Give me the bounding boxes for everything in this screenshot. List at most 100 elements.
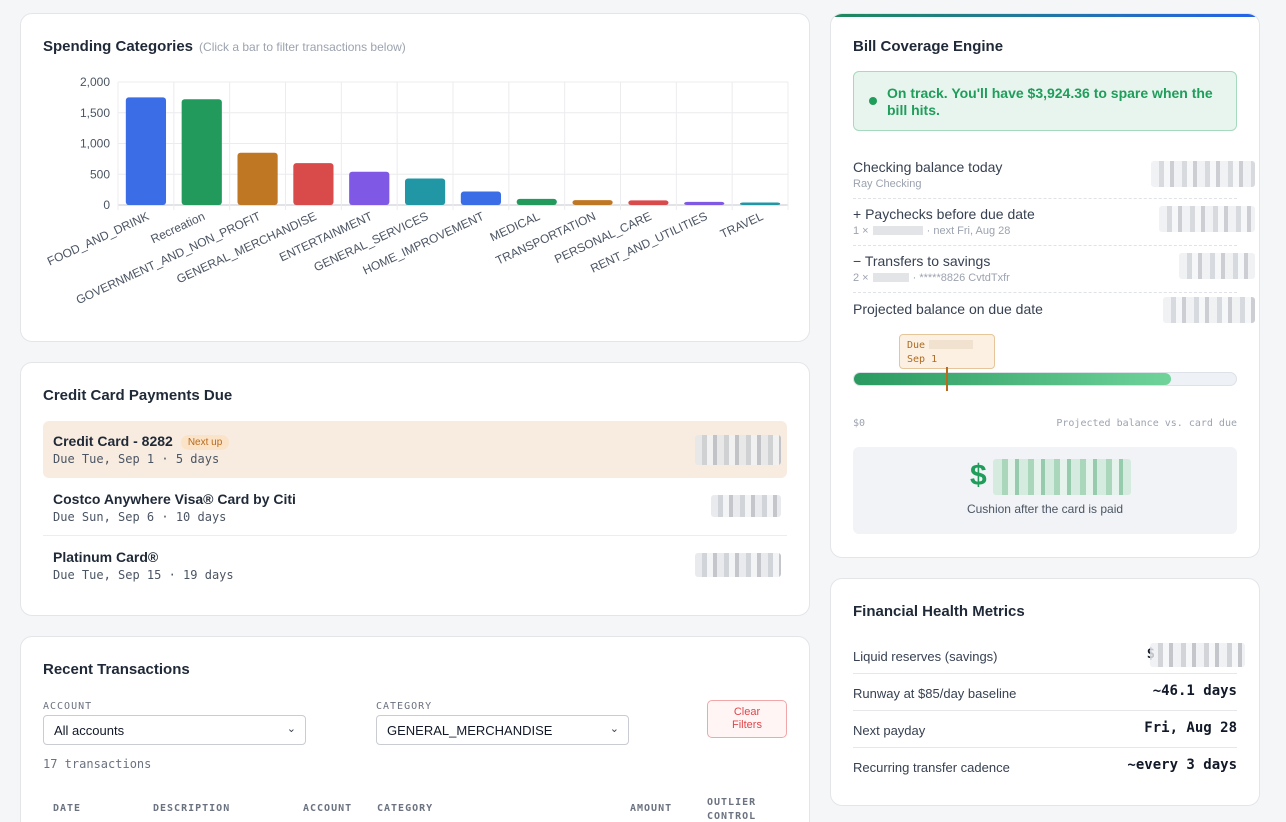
account-select-value: All accounts	[54, 723, 125, 738]
column-header-date[interactable]: DATE	[53, 803, 82, 814]
redacted-amount	[1151, 161, 1255, 187]
credit-card-payments-card: Credit Card Payments Due Credit Card - 8…	[20, 362, 810, 616]
bar-medical[interactable]	[516, 198, 557, 205]
transaction-count: 17 transactions	[43, 757, 152, 771]
credit-card-due: Due Sun, Sep 6 · 10 days	[53, 510, 227, 524]
bar-personal_care[interactable]	[628, 200, 669, 205]
credit-card-due: Due Tue, Sep 1 · 5 days	[53, 452, 220, 466]
category-select-value: GENERAL_MERCHANDISE	[387, 723, 553, 738]
credit-card-name: Credit Card - 8282 Next up	[53, 433, 230, 450]
projected-balance-label: Projected balance on due date	[853, 301, 1043, 317]
transfer-count: 2 ×	[853, 272, 869, 284]
credit-card-row-8282[interactable]: Credit Card - 8282 Next up Due Tue, Sep 1…	[43, 421, 787, 478]
account-filter-label: ACCOUNT	[43, 701, 93, 712]
outlier-line1: OUTLIER	[707, 797, 757, 808]
financial-health-title: Financial Health Metrics	[853, 603, 1025, 620]
bar-transportation[interactable]	[572, 200, 613, 205]
credit-card-row-platinum[interactable]: Platinum Card® Due Tue, Sep 15 · 19 days	[43, 537, 787, 594]
bar-axis-caption: Projected balance vs. card due	[1056, 418, 1237, 429]
metric-label: Next payday	[853, 723, 926, 738]
credit-card-title: Credit Card Payments Due	[43, 387, 233, 404]
bar-axis-min: $0	[853, 418, 866, 429]
transactions-title: Recent Transactions	[43, 661, 190, 678]
redacted-amount	[1150, 643, 1245, 667]
bar-general_merchandise[interactable]	[293, 163, 334, 205]
financial-health-card: Financial Health Metrics Liquid reserves…	[830, 578, 1260, 806]
clear-filters-line2: Filters	[732, 719, 762, 731]
bill-coverage-title: Bill Coverage Engine	[853, 38, 1004, 55]
y-tick-label: 1,000	[80, 137, 110, 151]
bar-recreation[interactable]	[181, 99, 222, 205]
metric-row-transfer-cadence: Recurring transfer cadence ~every 3 days	[853, 748, 1237, 785]
next-paycheck: · next Fri, Aug 28	[926, 225, 1011, 237]
checking-balance-label: Checking balance today	[853, 159, 1003, 175]
redacted-amount	[872, 273, 909, 282]
bar-entertainment[interactable]	[349, 171, 390, 205]
category-filter-label: CATEGORY	[376, 701, 433, 712]
outlier-line2: CONTROL	[707, 811, 757, 822]
due-tip-line2: Sep 1	[907, 354, 938, 365]
spending-bar-chart[interactable]: 05001,0001,5002,000FOOD_AND_DRINKRecreat…	[21, 14, 811, 343]
redacted-amount	[872, 226, 923, 235]
column-header-outlier[interactable]: OUTLIER CONTROL	[707, 796, 756, 822]
chevron-down-icon: ⌄	[609, 723, 619, 735]
projected-balance-row: Projected balance on due date	[853, 297, 1255, 331]
redacted-amount	[711, 495, 781, 517]
redacted-amount	[1159, 206, 1255, 232]
recent-transactions-card: Recent Transactions ACCOUNT All accounts…	[20, 636, 810, 822]
redacted-amount	[1163, 297, 1255, 323]
clear-filters-button[interactable]: Clear Filters	[707, 700, 787, 738]
column-header-category[interactable]: CATEGORY	[377, 803, 434, 814]
metric-row-next-payday: Next payday Fri, Aug 28	[853, 711, 1237, 748]
spending-hint: (Click a bar to filter transactions belo…	[199, 40, 406, 54]
due-tip-label: Due	[907, 340, 926, 351]
next-up-badge: Next up	[180, 435, 230, 450]
bar-general_services[interactable]	[404, 178, 446, 205]
bar-travel[interactable]	[739, 202, 781, 205]
clear-filters-line1: Clear	[733, 706, 761, 718]
x-tick-label: FOOD_AND_DRINK	[45, 209, 151, 268]
bill-coverage-card: Bill Coverage Engine On track. You'll ha…	[830, 13, 1260, 558]
bar-rent_and_utilities[interactable]	[684, 201, 725, 205]
credit-card-name: Platinum Card®	[53, 549, 159, 565]
redacted-amount	[1179, 253, 1255, 279]
credit-card-row-costco[interactable]: Costco Anywhere Visa® Card by Citi Due S…	[43, 479, 787, 536]
metric-row-liquid-reserves: Liquid reserves (savings) $	[853, 637, 1245, 674]
bar-food_and_drink[interactable]	[125, 97, 167, 205]
checking-account-name: Ray Checking	[853, 178, 922, 190]
accent-bar	[831, 14, 1259, 17]
credit-card-name: Costco Anywhere Visa® Card by Citi	[53, 491, 296, 507]
due-tip-line1: Due	[907, 339, 987, 353]
metric-row-runway: Runway at $85/day baseline ~46.1 days	[853, 674, 1237, 711]
bar-government_and_non_profit[interactable]	[237, 152, 278, 205]
transfers-row: − Transfers to savings 2 × · *****8826 Cv…	[853, 253, 1255, 293]
spending-categories-card: Spending Categories (Click a bar to filte…	[20, 13, 810, 342]
projected-balance-fill	[854, 373, 1172, 385]
cushion-panel: $ Cushion after the card is paid	[853, 447, 1237, 534]
projected-balance-bar	[853, 372, 1237, 386]
y-tick-label: 2,000	[80, 75, 110, 89]
cushion-caption: Cushion after the card is paid	[966, 502, 1124, 516]
metric-label: Runway at $85/day baseline	[853, 686, 1017, 701]
transfers-label: − Transfers to savings	[853, 253, 991, 269]
transfer-account: · *****8826 CvtdTxfr	[912, 272, 1010, 284]
redacted-amount	[993, 459, 1131, 495]
account-select[interactable]: All accounts ⌄	[43, 715, 306, 745]
column-header-description[interactable]: DESCRIPTION	[153, 803, 231, 814]
category-select[interactable]: GENERAL_MERCHANDISE ⌄	[376, 715, 629, 745]
redacted-amount	[695, 435, 781, 465]
row-divider	[853, 292, 1237, 293]
x-tick-label: TRAVEL	[718, 209, 766, 241]
paychecks-label: + Paychecks before due date	[853, 206, 1035, 222]
y-tick-label: 500	[90, 167, 110, 181]
row-divider	[43, 535, 787, 536]
y-tick-label: 1,500	[80, 106, 110, 120]
column-header-account[interactable]: ACCOUNT	[303, 803, 353, 814]
redacted-amount	[695, 553, 781, 577]
credit-card-due: Due Tue, Sep 15 · 19 days	[53, 568, 234, 582]
paychecks-row: + Paychecks before due date 1 × · next Fr…	[853, 206, 1255, 246]
metric-value: ~every 3 days	[1127, 757, 1237, 773]
bar-home_improvement[interactable]	[460, 191, 502, 205]
paycheck-count: 1 ×	[853, 225, 869, 237]
column-header-amount[interactable]: AMOUNT	[630, 803, 673, 814]
